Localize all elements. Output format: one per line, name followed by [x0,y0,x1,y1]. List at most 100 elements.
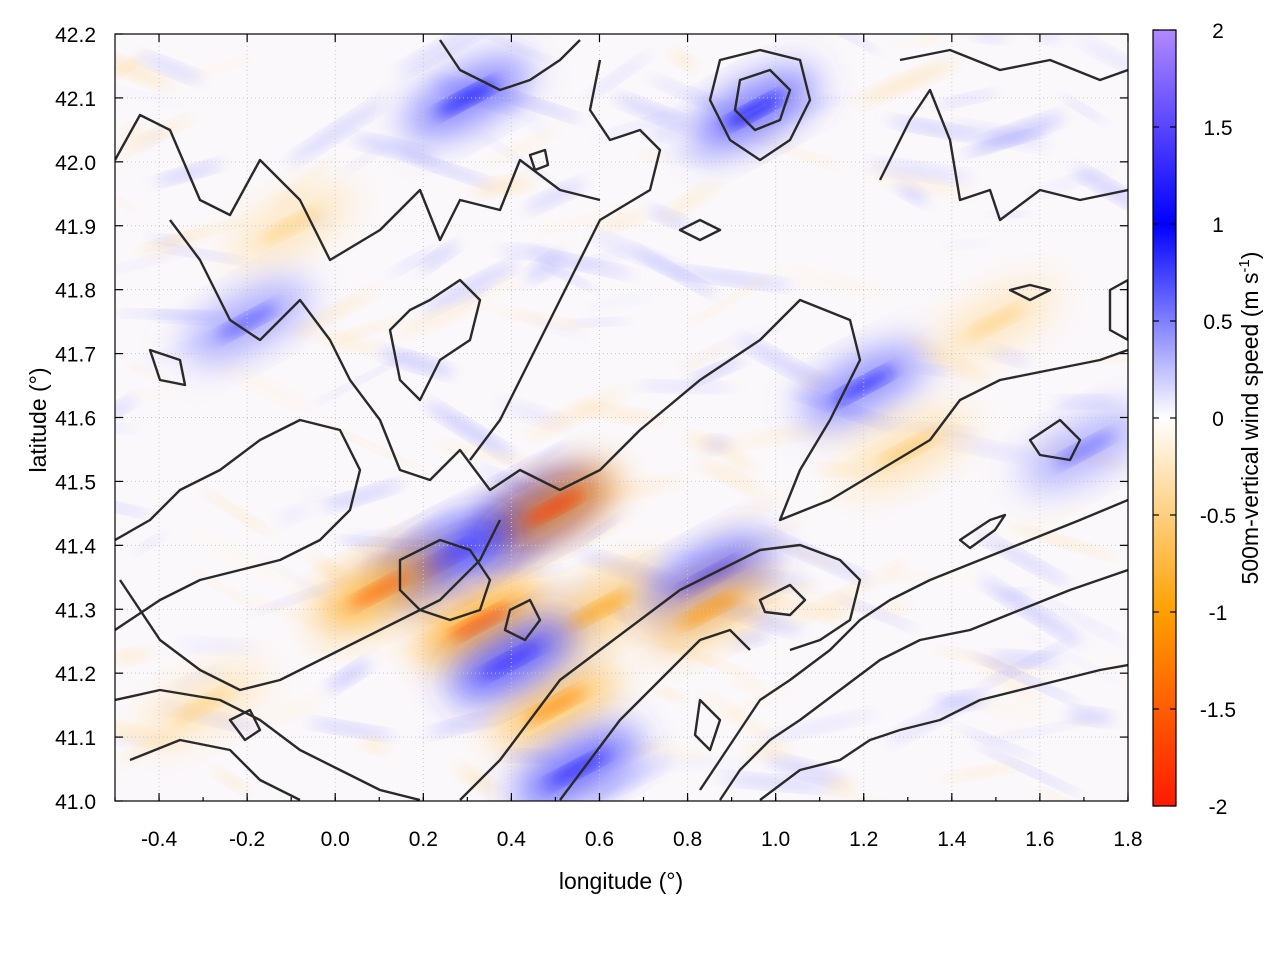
y-tick-label: 41.5 [55,471,96,494]
y-tick-label: 42.2 [55,24,96,47]
wind-texture [343,148,381,174]
wind-texture [972,34,1008,41]
wind-texture [758,712,877,741]
wind-texture [289,650,407,657]
wind-texture [239,592,341,635]
wind-texture [321,482,404,510]
colorbar-title: 500m-vertical wind speed (m s-1) [1236,252,1263,585]
wind-texture [986,719,1092,742]
wind-texture [565,635,611,654]
grid [115,34,1128,801]
wind-field [115,34,1128,801]
y-tick-label: 42.0 [55,152,96,175]
terrain-contour [398,538,492,622]
wind-texture [361,509,459,575]
colorbar-ticks: 2 1.5 1 0.5 0 -0.5 -1 -1.5 -2 [1153,20,1236,819]
colorbar-tick-label: -1.5 [1200,699,1236,722]
x-tick-label: 0.6 [585,828,614,851]
wind-texture [582,53,652,101]
y-tick-label: 41.7 [55,344,96,367]
colorbar-tick-label: 1.5 [1203,117,1232,140]
wind-texture [524,180,586,212]
wind-texture [213,769,250,794]
wind-texture [524,114,547,132]
terrain-contour [693,698,722,752]
terrain-contour [115,688,421,801]
terrain-contour [169,219,1128,522]
wind-texture [783,271,890,295]
wind-texture [941,763,1022,781]
colorbar-tick-label: 0 [1212,408,1224,431]
wind-texture [115,43,174,88]
wind-texture [115,250,188,276]
wind-texture [461,34,558,64]
wind-texture [809,403,910,451]
updraft-core [216,305,278,339]
terrain-contour [759,663,1128,801]
wind-texture [1066,709,1114,723]
terrain-contour [1108,278,1128,342]
wind-texture [779,583,819,594]
wind-texture [896,183,928,203]
wind-texture [971,700,1042,718]
updraft-core [547,752,608,786]
wind-texture [115,87,186,106]
wind-texture [392,295,491,337]
wind-texture [266,696,323,725]
wind-texture [974,114,1065,149]
wind-texture [1011,526,1117,558]
x-tick-label: 1.4 [937,828,967,851]
terrain-contours [115,39,1128,801]
wind-texture [614,95,690,127]
downdraft-core [525,490,586,524]
updraft-core [723,94,784,128]
wind-texture [736,336,830,390]
downdraft-core [450,605,511,639]
wind-texture [1072,167,1128,212]
downdraft-core [525,688,586,722]
wind-texture [796,96,850,108]
wind-texture [350,625,440,664]
wind-texture [595,212,647,231]
wind-texture [631,747,716,760]
y-tick-label: 41.9 [55,216,96,239]
wind-texture [975,639,1076,690]
x-tick-label: 0.4 [497,828,527,851]
terrain-contour [699,498,1128,791]
wind-texture [323,317,407,343]
x-tick-label: 1.0 [761,828,790,851]
wind-texture [671,52,694,68]
colorbar-title-sup: -1 [1236,259,1253,272]
wind-texture [348,531,399,545]
wind-texture [650,127,676,139]
wind-texture [887,119,979,138]
wind-texture [697,460,764,494]
wind-texture [298,160,333,183]
wind-texture [581,516,620,543]
wind-texture [313,353,413,405]
wind-texture [135,218,251,252]
wind-texture [655,758,753,769]
wind-texture [883,602,908,614]
wind-texture [291,288,378,336]
wind-texture [974,531,1071,586]
wind-texture [979,662,1043,703]
wind-texture [678,320,781,369]
wind-texture [424,714,498,736]
wind-texture [158,246,250,263]
terrain-contour [719,568,1128,801]
x-tick-label: 1.2 [849,828,878,851]
wind-texture [339,538,376,552]
wind-texture [726,453,755,473]
wind-texture [957,727,1036,759]
wind-texture [137,54,204,82]
wind-texture [980,578,1083,644]
terrain-contour [119,519,502,692]
wind-texture [115,650,174,659]
updraft-core [1053,432,1115,467]
wind-texture [635,382,735,391]
wind-texture [585,293,658,309]
wind-texture [209,357,313,412]
wind-texture [514,566,569,577]
x-tick-label: 0.2 [409,828,438,851]
